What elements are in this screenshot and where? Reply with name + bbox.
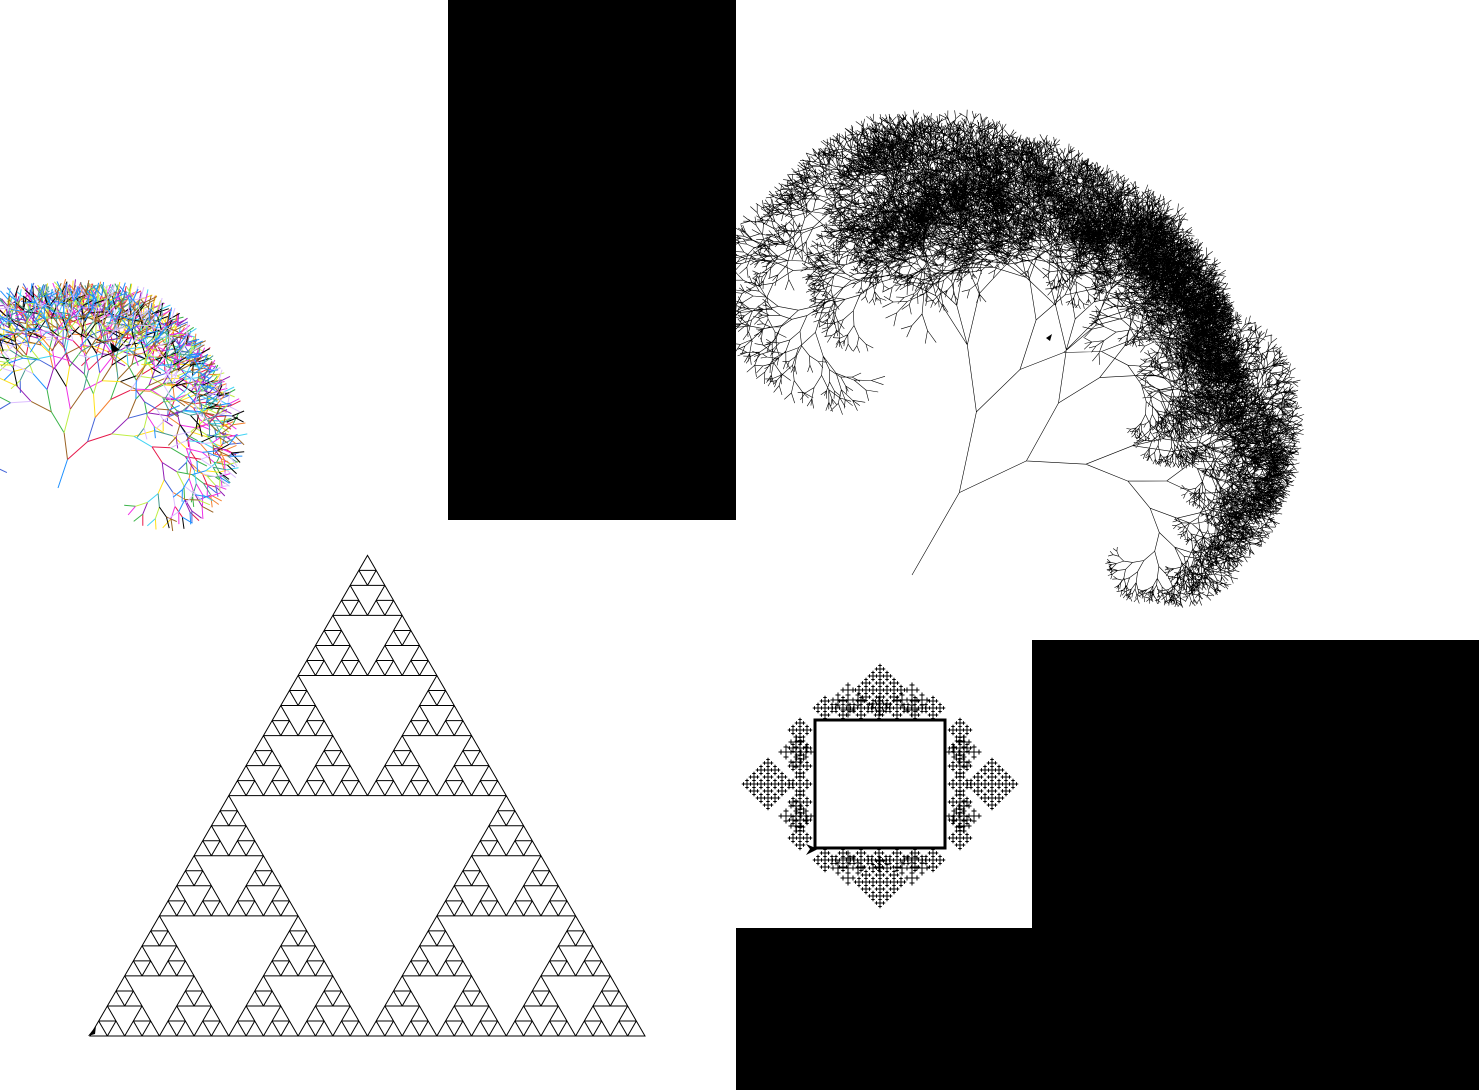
triangles xyxy=(89,554,646,1037)
crosses xyxy=(741,663,1019,909)
sierpinski-triangle xyxy=(89,554,646,1037)
branches xyxy=(0,281,243,525)
black-window xyxy=(736,928,1479,1090)
branches xyxy=(0,283,241,520)
turtle-cursor xyxy=(88,1026,96,1036)
cross-fractal xyxy=(741,663,1019,909)
black-window xyxy=(448,0,736,520)
square xyxy=(813,718,947,850)
branches xyxy=(721,109,1305,608)
black-tree xyxy=(721,109,1305,608)
turtle-cursor xyxy=(806,844,818,855)
turtle-cursor xyxy=(110,342,120,352)
black-window xyxy=(1032,640,1479,928)
colorful-tree xyxy=(0,278,248,532)
turtle-cursor xyxy=(1046,334,1052,341)
